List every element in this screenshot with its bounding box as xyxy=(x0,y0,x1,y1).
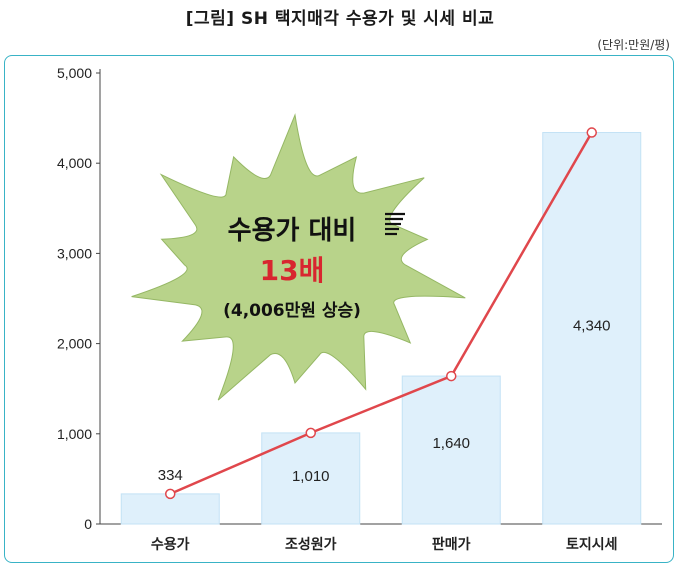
y-tick-label: 4,000 xyxy=(57,155,92,171)
line-marker xyxy=(305,427,316,439)
burst-shape xyxy=(131,113,466,401)
y-tick-label: 1,000 xyxy=(57,426,92,442)
callout-line3: (4,006만원 상승) xyxy=(223,301,361,321)
value-labels: 334 1,010 1,640 4,340 xyxy=(158,318,611,485)
trend-line xyxy=(165,127,597,500)
bar xyxy=(120,493,220,525)
line-marker xyxy=(586,127,597,138)
callout-burst: 수용가 대비 13배 (4,006만원 상승) xyxy=(131,113,466,401)
y-tick-label: 3,000 xyxy=(57,245,92,261)
x-tick-label: 판매가 xyxy=(432,537,471,553)
x-tick-label: 조성원가 xyxy=(285,537,337,553)
data-label: 334 xyxy=(158,467,183,484)
y-tick-label: 0 xyxy=(84,516,92,532)
y-axis: 0 1,000 2,000 3,000 4,000 5,000 xyxy=(57,65,662,532)
x-axis: 수용가 조성원가 판매가 토지시세 xyxy=(151,537,618,553)
chart-frame xyxy=(4,55,674,563)
bars xyxy=(120,132,642,525)
trend-polyline xyxy=(169,131,593,496)
unit-label: (단위:만원/평) xyxy=(597,38,670,52)
y-tick-label: 2,000 xyxy=(57,336,92,352)
callout-line2: 13배 xyxy=(260,254,325,287)
chart-title: [그림] SH 택지매각 수용가 및 시세 비교 xyxy=(185,9,495,29)
speed-lines-icon xyxy=(385,212,405,236)
data-label: 4,340 xyxy=(573,318,611,335)
line-marker xyxy=(165,488,176,500)
bar xyxy=(401,375,501,525)
callout-line1: 수용가 대비 xyxy=(228,216,357,246)
y-tick-label: 5,000 xyxy=(57,65,92,81)
x-tick-label: 수용가 xyxy=(151,537,190,553)
data-label: 1,640 xyxy=(432,435,470,452)
line-marker xyxy=(446,370,457,382)
bar xyxy=(542,132,642,525)
x-tick-label: 토지시세 xyxy=(566,537,618,553)
data-label: 1,010 xyxy=(292,468,330,485)
